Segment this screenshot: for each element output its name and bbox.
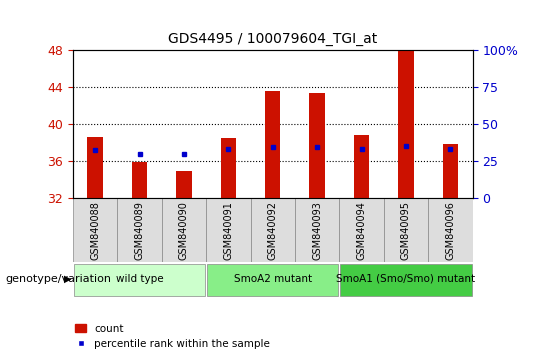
Bar [398, 50, 414, 198]
FancyBboxPatch shape [117, 198, 161, 262]
Bar [309, 93, 325, 198]
Bar [265, 91, 280, 198]
Bar [354, 135, 369, 198]
Bar [132, 162, 147, 198]
Title: GDS4495 / 100079604_TGI_at: GDS4495 / 100079604_TGI_at [168, 32, 377, 46]
FancyBboxPatch shape [295, 198, 339, 262]
FancyBboxPatch shape [74, 264, 205, 296]
Text: GSM840091: GSM840091 [224, 201, 233, 260]
FancyBboxPatch shape [161, 198, 206, 262]
Text: GSM840092: GSM840092 [268, 201, 278, 261]
Text: SmoA2 mutant: SmoA2 mutant [234, 274, 312, 284]
FancyBboxPatch shape [207, 264, 339, 296]
FancyBboxPatch shape [73, 198, 117, 262]
FancyBboxPatch shape [251, 198, 295, 262]
Bar [443, 144, 458, 198]
Text: GSM840088: GSM840088 [90, 201, 100, 260]
Bar [87, 137, 103, 198]
FancyBboxPatch shape [428, 198, 472, 262]
FancyBboxPatch shape [206, 198, 251, 262]
Text: GSM840094: GSM840094 [356, 201, 367, 260]
Text: GSM840093: GSM840093 [312, 201, 322, 260]
Text: genotype/variation: genotype/variation [5, 274, 111, 284]
Text: ▶: ▶ [64, 274, 71, 284]
FancyBboxPatch shape [384, 198, 428, 262]
Bar [176, 171, 192, 198]
Text: GSM840096: GSM840096 [446, 201, 455, 260]
Text: wild type: wild type [116, 274, 163, 284]
FancyBboxPatch shape [340, 264, 471, 296]
Legend: count, percentile rank within the sample: count, percentile rank within the sample [76, 324, 270, 349]
Bar [220, 138, 236, 198]
Text: GSM840089: GSM840089 [134, 201, 145, 260]
Text: SmoA1 (Smo/Smo) mutant: SmoA1 (Smo/Smo) mutant [336, 274, 475, 284]
Text: GSM840095: GSM840095 [401, 201, 411, 261]
Text: GSM840090: GSM840090 [179, 201, 189, 260]
FancyBboxPatch shape [339, 198, 384, 262]
